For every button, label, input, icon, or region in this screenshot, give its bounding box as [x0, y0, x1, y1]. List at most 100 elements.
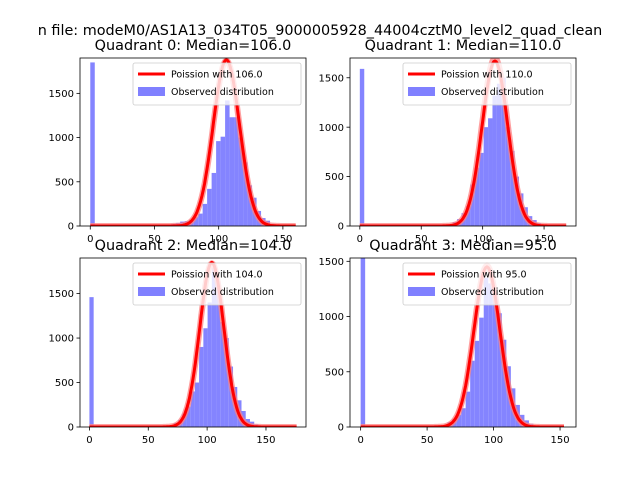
histogram-bar [483, 277, 489, 427]
histogram-bar [497, 313, 502, 427]
figure-suptitle: n file: modeM0/AS1A13_034T05_9000005928_… [38, 23, 603, 39]
x-tick-label: 50 [148, 234, 161, 245]
histogram-bar [474, 167, 480, 226]
histogram-bar [186, 406, 191, 427]
y-tick-label: 500 [55, 177, 74, 188]
histogram-bar [211, 172, 217, 226]
histogram-bar [470, 184, 475, 226]
histogram-bar [360, 258, 366, 427]
histogram-bar [211, 267, 217, 427]
histogram-bar [202, 203, 208, 226]
legend: Poission with 106.0 Observed distribution [132, 62, 302, 106]
x-tick-label: 50 [415, 234, 428, 245]
subplot-title: Quadrant 2: Median=104.0 [95, 238, 292, 254]
legend: Poission with 95.0 Observed distribution [402, 262, 572, 306]
histogram-bar [224, 338, 229, 427]
poisson-fit-line [359, 59, 567, 226]
plot-area [358, 58, 568, 226]
y-tick-label: 0 [68, 423, 74, 434]
x-tick-label: 0 [87, 234, 93, 245]
subplot-title: Quadrant 1: Median=110.0 [365, 38, 562, 54]
x-tick-label: 150 [535, 234, 554, 245]
histogram-bar [243, 162, 248, 226]
histogram-bar [470, 360, 475, 427]
y-tick-label: 500 [325, 172, 344, 183]
y-tick-label: 500 [55, 378, 74, 389]
y-tick-label: 1000 [319, 123, 344, 134]
histogram-bar [216, 284, 221, 427]
legend-label-poisson: Poission with 110.0 [441, 70, 533, 81]
histogram-bar [220, 136, 226, 226]
legend: Poission with 110.0 Observed distribution [402, 62, 572, 106]
x-tick-label: 150 [551, 435, 570, 446]
histogram-bar [479, 152, 484, 226]
legend-box [402, 62, 572, 106]
histogram-bar [501, 77, 506, 226]
axes-frame [79, 257, 307, 428]
histogram-bar [501, 339, 507, 427]
histogram-bar [488, 118, 493, 226]
legend-bar-swatch [408, 287, 435, 296]
plot-area [359, 258, 566, 427]
x-tick-label: 150 [273, 234, 292, 245]
x-tick-label: 100 [473, 234, 492, 245]
histogram-bar [465, 206, 471, 226]
histogram-bar [465, 391, 471, 427]
histogram-bar [238, 137, 244, 226]
plot-area [87, 260, 299, 427]
plot-area [88, 58, 298, 226]
legend-bar-swatch [408, 87, 435, 96]
histogram-bar [207, 188, 212, 226]
x-tick-label: 0 [357, 234, 363, 245]
legend-label-poisson: Poission with 106.0 [171, 70, 263, 81]
histogram-bar [510, 150, 515, 226]
histogram-bar [220, 322, 225, 427]
histogram-bar [198, 213, 203, 226]
histogram-bar [216, 141, 221, 226]
x-tick-label: 150 [256, 435, 275, 446]
histogram-bar [194, 382, 200, 427]
y-tick-label: 500 [325, 367, 344, 378]
y-tick-label: 0 [338, 423, 344, 434]
legend-box [402, 262, 572, 306]
histogram-bar [461, 408, 466, 427]
legend-box [132, 62, 302, 106]
legend: Poission with 104.0 Observed distribution [132, 262, 302, 306]
x-tick-label: 50 [421, 435, 434, 446]
legend-label-observed: Observed distribution [171, 87, 274, 98]
y-tick-label: 1000 [49, 334, 74, 345]
histogram-bar [456, 414, 462, 427]
x-tick-label: 0 [86, 435, 92, 446]
y-tick-label: 0 [338, 222, 344, 233]
axes-frame [79, 57, 307, 227]
legend-bar-swatch [138, 287, 165, 296]
y-tick-label: 1000 [319, 312, 344, 323]
histogram-bar [514, 176, 520, 226]
subplot-title: Quadrant 3: Median=95.0 [369, 238, 557, 254]
histogram-bar [199, 346, 204, 427]
y-tick-label: 1000 [49, 133, 74, 144]
histogram-bar [225, 100, 230, 226]
x-tick-label: 100 [198, 435, 217, 446]
histogram-bar [492, 95, 497, 226]
x-tick-label: 100 [484, 435, 503, 446]
histogram-bar [193, 217, 199, 226]
legend-label-observed: Observed distribution [171, 287, 274, 298]
histogram-bar [359, 68, 365, 226]
histogram-bar [474, 340, 480, 427]
histogram-bar [234, 117, 239, 226]
histogram-bar [203, 328, 208, 427]
histogram-bar [247, 185, 253, 226]
histogram-bar [229, 117, 235, 226]
legend-label-poisson: Poission with 104.0 [171, 270, 263, 281]
histogram-bar [492, 294, 498, 427]
axes-frame [349, 57, 577, 227]
histogram-bar [89, 297, 94, 427]
y-tick-label: 1500 [319, 257, 344, 268]
x-tick-label: 0 [357, 435, 363, 446]
